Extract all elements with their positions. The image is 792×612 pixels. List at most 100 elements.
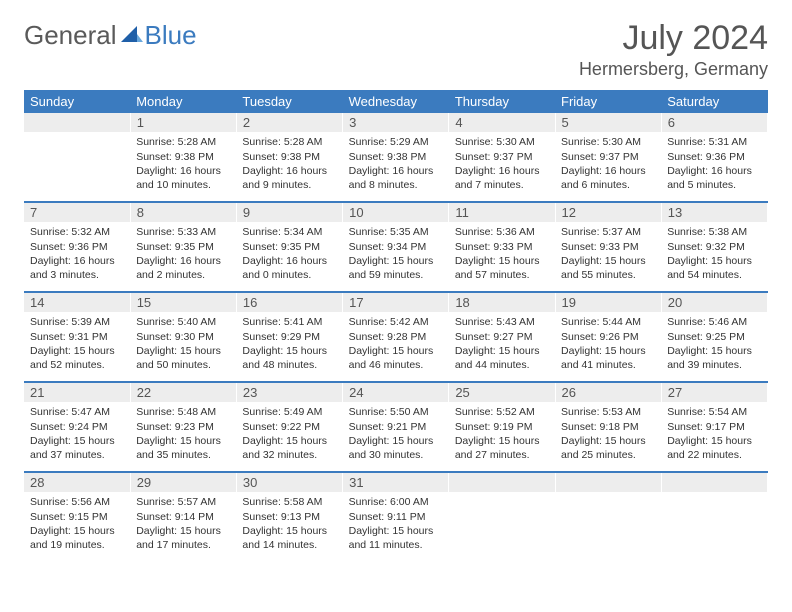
daylight-text: Daylight: 16 hours and 6 minutes. — [561, 164, 655, 192]
sunrise-text: Sunrise: 5:35 AM — [349, 225, 443, 239]
day-number: 10 — [343, 203, 449, 222]
day-cell — [24, 132, 130, 202]
day-number-row: 123456 — [24, 113, 768, 132]
daylight-text: Daylight: 15 hours and 37 minutes. — [30, 434, 124, 462]
sunset-text: Sunset: 9:32 PM — [667, 240, 761, 254]
day-cell: Sunrise: 5:54 AMSunset: 9:17 PMDaylight:… — [661, 402, 767, 472]
sunset-text: Sunset: 9:26 PM — [561, 330, 655, 344]
daylight-text: Daylight: 16 hours and 8 minutes. — [349, 164, 443, 192]
day-number: 7 — [24, 203, 130, 222]
day-info-row: Sunrise: 5:28 AMSunset: 9:38 PMDaylight:… — [24, 132, 768, 202]
day-cell: Sunrise: 5:47 AMSunset: 9:24 PMDaylight:… — [24, 402, 130, 472]
daylight-text: Daylight: 15 hours and 17 minutes. — [136, 524, 230, 552]
day-cell: Sunrise: 5:39 AMSunset: 9:31 PMDaylight:… — [24, 312, 130, 382]
day-number: 20 — [661, 293, 767, 312]
sunset-text: Sunset: 9:34 PM — [349, 240, 443, 254]
sunrise-text: Sunrise: 5:47 AM — [30, 405, 124, 419]
sunrise-text: Sunrise: 5:33 AM — [136, 225, 230, 239]
day-info-row: Sunrise: 5:56 AMSunset: 9:15 PMDaylight:… — [24, 492, 768, 562]
day-cell: Sunrise: 5:50 AMSunset: 9:21 PMDaylight:… — [343, 402, 449, 472]
sunrise-text: Sunrise: 5:52 AM — [455, 405, 549, 419]
weekday-header: Tuesday — [236, 90, 342, 113]
sunset-text: Sunset: 9:35 PM — [136, 240, 230, 254]
day-number: 14 — [24, 293, 130, 312]
day-number-row: 21222324252627 — [24, 383, 768, 402]
sunset-text: Sunset: 9:15 PM — [30, 510, 124, 524]
daylight-text: Daylight: 15 hours and 57 minutes. — [455, 254, 549, 282]
day-number: 1 — [130, 113, 236, 132]
daylight-text: Daylight: 15 hours and 41 minutes. — [561, 344, 655, 372]
day-number: 24 — [343, 383, 449, 402]
sunset-text: Sunset: 9:13 PM — [242, 510, 336, 524]
day-cell: Sunrise: 5:41 AMSunset: 9:29 PMDaylight:… — [236, 312, 342, 382]
daylight-text: Daylight: 15 hours and 19 minutes. — [30, 524, 124, 552]
day-cell — [449, 492, 555, 562]
daylight-text: Daylight: 15 hours and 44 minutes. — [455, 344, 549, 372]
day-cell: Sunrise: 5:48 AMSunset: 9:23 PMDaylight:… — [130, 402, 236, 472]
sunrise-text: Sunrise: 5:43 AM — [455, 315, 549, 329]
day-cell: Sunrise: 5:43 AMSunset: 9:27 PMDaylight:… — [449, 312, 555, 382]
sunrise-text: Sunrise: 5:50 AM — [349, 405, 443, 419]
day-cell: Sunrise: 5:32 AMSunset: 9:36 PMDaylight:… — [24, 222, 130, 292]
daylight-text: Daylight: 15 hours and 30 minutes. — [349, 434, 443, 462]
brand-logo: General Blue — [24, 20, 197, 51]
sunrise-text: Sunrise: 5:42 AM — [349, 315, 443, 329]
sunset-text: Sunset: 9:37 PM — [561, 150, 655, 164]
sunset-text: Sunset: 9:33 PM — [455, 240, 549, 254]
sunrise-text: Sunrise: 5:56 AM — [30, 495, 124, 509]
sunset-text: Sunset: 9:38 PM — [349, 150, 443, 164]
day-cell: Sunrise: 6:00 AMSunset: 9:11 PMDaylight:… — [343, 492, 449, 562]
sunset-text: Sunset: 9:37 PM — [455, 150, 549, 164]
daylight-text: Daylight: 15 hours and 54 minutes. — [667, 254, 761, 282]
sunset-text: Sunset: 9:38 PM — [242, 150, 336, 164]
day-cell: Sunrise: 5:57 AMSunset: 9:14 PMDaylight:… — [130, 492, 236, 562]
weekday-header: Wednesday — [343, 90, 449, 113]
day-info-row: Sunrise: 5:47 AMSunset: 9:24 PMDaylight:… — [24, 402, 768, 472]
day-number: 19 — [555, 293, 661, 312]
day-number — [555, 473, 661, 492]
day-cell: Sunrise: 5:30 AMSunset: 9:37 PMDaylight:… — [555, 132, 661, 202]
sunrise-text: Sunrise: 5:48 AM — [136, 405, 230, 419]
day-cell: Sunrise: 5:46 AMSunset: 9:25 PMDaylight:… — [661, 312, 767, 382]
sunrise-text: Sunrise: 5:46 AM — [667, 315, 761, 329]
day-number: 29 — [130, 473, 236, 492]
day-number: 3 — [343, 113, 449, 132]
day-cell: Sunrise: 5:29 AMSunset: 9:38 PMDaylight:… — [343, 132, 449, 202]
daylight-text: Daylight: 15 hours and 22 minutes. — [667, 434, 761, 462]
daylight-text: Daylight: 16 hours and 10 minutes. — [136, 164, 230, 192]
sunrise-text: Sunrise: 5:57 AM — [136, 495, 230, 509]
sunrise-text: Sunrise: 5:44 AM — [561, 315, 655, 329]
sunset-text: Sunset: 9:17 PM — [667, 420, 761, 434]
weekday-header: Thursday — [449, 90, 555, 113]
day-number — [661, 473, 767, 492]
day-number: 9 — [236, 203, 342, 222]
daylight-text: Daylight: 16 hours and 2 minutes. — [136, 254, 230, 282]
sunrise-text: Sunrise: 5:40 AM — [136, 315, 230, 329]
day-number — [449, 473, 555, 492]
day-number: 2 — [236, 113, 342, 132]
weekday-header: Saturday — [661, 90, 767, 113]
day-number: 26 — [555, 383, 661, 402]
sunset-text: Sunset: 9:23 PM — [136, 420, 230, 434]
day-number: 25 — [449, 383, 555, 402]
sunset-text: Sunset: 9:30 PM — [136, 330, 230, 344]
sunrise-text: Sunrise: 5:58 AM — [242, 495, 336, 509]
day-number: 27 — [661, 383, 767, 402]
day-number: 5 — [555, 113, 661, 132]
day-number: 23 — [236, 383, 342, 402]
sunset-text: Sunset: 9:24 PM — [30, 420, 124, 434]
sunrise-text: Sunrise: 5:49 AM — [242, 405, 336, 419]
sunrise-text: Sunrise: 5:53 AM — [561, 405, 655, 419]
title-location: Hermersberg, Germany — [579, 59, 768, 80]
sunrise-text: Sunrise: 5:41 AM — [242, 315, 336, 329]
day-number: 13 — [661, 203, 767, 222]
daylight-text: Daylight: 15 hours and 11 minutes. — [349, 524, 443, 552]
daylight-text: Daylight: 15 hours and 59 minutes. — [349, 254, 443, 282]
daylight-text: Daylight: 15 hours and 52 minutes. — [30, 344, 124, 372]
daylight-text: Daylight: 15 hours and 14 minutes. — [242, 524, 336, 552]
day-number: 16 — [236, 293, 342, 312]
day-number: 21 — [24, 383, 130, 402]
sunrise-text: Sunrise: 5:32 AM — [30, 225, 124, 239]
sunset-text: Sunset: 9:18 PM — [561, 420, 655, 434]
sunrise-text: Sunrise: 5:34 AM — [242, 225, 336, 239]
